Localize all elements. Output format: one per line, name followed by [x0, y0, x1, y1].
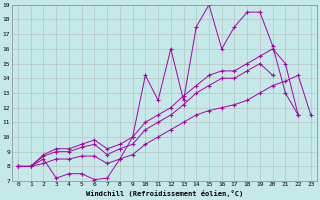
X-axis label: Windchill (Refroidissement éolien,°C): Windchill (Refroidissement éolien,°C): [86, 190, 243, 197]
